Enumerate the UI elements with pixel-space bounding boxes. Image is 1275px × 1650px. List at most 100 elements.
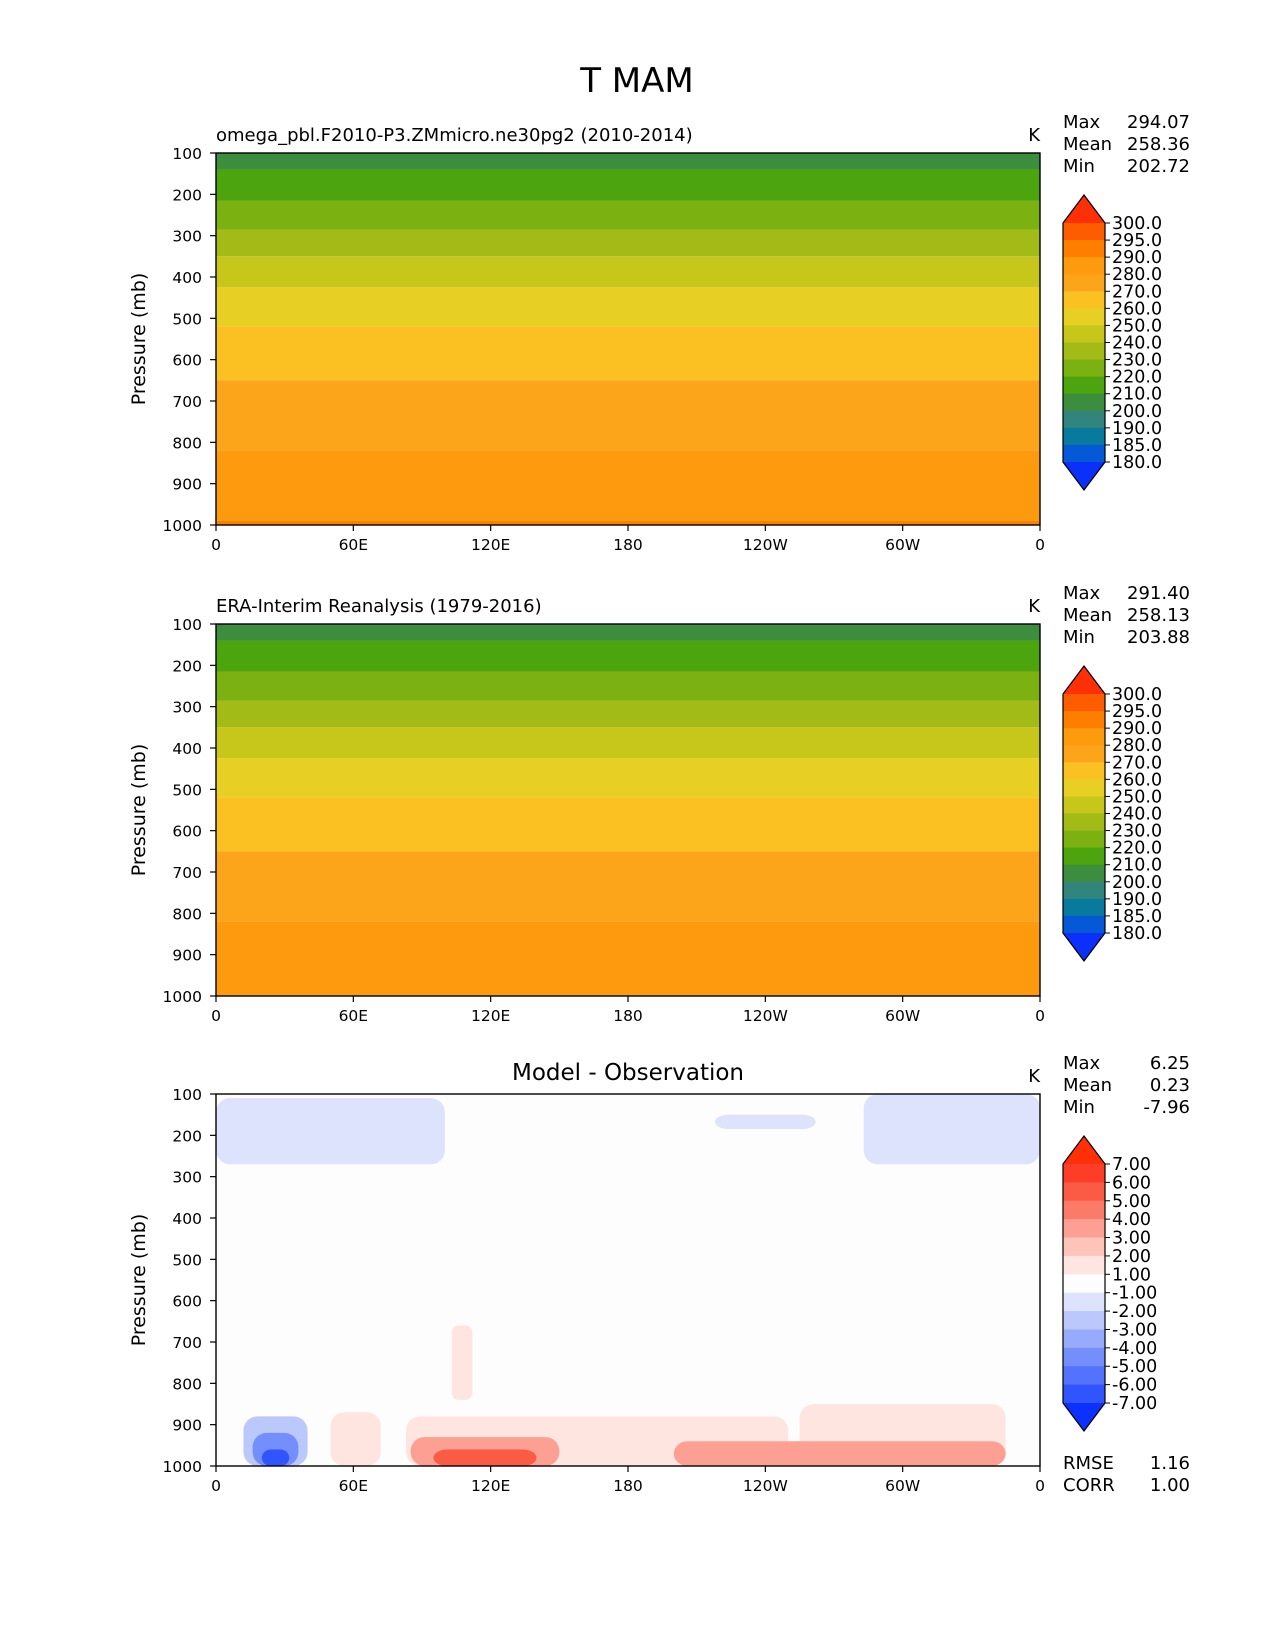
stat-label: CORR — [1063, 1475, 1115, 1496]
colorbar-cell — [1063, 359, 1105, 378]
colorbar-cell — [1063, 291, 1105, 309]
y-tick-label: 700 — [172, 864, 202, 882]
colorbar-tick-label: 220.0 — [1112, 839, 1162, 859]
x-tick-label: 120W — [743, 1477, 788, 1495]
contour-band — [216, 797, 1040, 852]
x-tick-label: 60E — [339, 536, 369, 554]
x-tick-label: 60E — [339, 1477, 369, 1495]
colorbar-tick-label: -3.00 — [1112, 1320, 1157, 1340]
colorbar-tick-label: 5.00 — [1112, 1192, 1151, 1212]
contour-band — [216, 671, 1040, 701]
x-tick-label: 120E — [471, 536, 510, 554]
contour-band — [216, 758, 1040, 798]
x-tick-label: 180 — [613, 536, 643, 554]
units-label: K — [1028, 1066, 1041, 1087]
colorbar-cell — [1063, 1237, 1105, 1257]
x-tick-label: 0 — [211, 536, 221, 554]
contour-band — [216, 700, 1040, 728]
colorbar-cell — [1063, 257, 1105, 275]
colorbar-tick-label: 200.0 — [1112, 873, 1162, 893]
stat-value: -7.96 — [1143, 1097, 1190, 1118]
contour-band — [216, 921, 1040, 996]
panel-3: Model - Observation K 100 200 300 400 500 600 70… — [128, 1053, 1190, 1496]
contour-band — [216, 169, 1040, 201]
colorbar-cell — [1063, 1182, 1105, 1202]
colorbar-tick-label: 300.0 — [1112, 685, 1162, 705]
colorbar-cell — [1063, 779, 1105, 797]
y-tick-label: 200 — [172, 1127, 202, 1145]
colorbar-cell — [1063, 462, 1105, 490]
stat-label: Max — [1063, 583, 1101, 604]
y-tick-label: 300 — [172, 699, 202, 717]
colorbar-tick-label: -6.00 — [1112, 1376, 1157, 1396]
colorbar-cell — [1063, 393, 1105, 412]
y-tick-label: 800 — [172, 1375, 202, 1393]
colorbar-cell — [1063, 308, 1105, 326]
contour-band — [216, 256, 1040, 288]
contour-band — [216, 640, 1040, 672]
colorbar-cell — [1063, 830, 1105, 849]
contour-band — [216, 287, 1040, 327]
y-tick-label: 600 — [172, 823, 202, 841]
y-tick-label: 100 — [172, 145, 202, 163]
stat-value: 1.16 — [1150, 1453, 1190, 1474]
y-tick-label: 500 — [172, 310, 202, 328]
y-tick-label: 600 — [172, 352, 202, 370]
x-tick-label: 0 — [1035, 1007, 1045, 1025]
colorbar-tick-label: 200.0 — [1112, 402, 1162, 422]
colorbar-tick-label: 180.0 — [1112, 453, 1162, 473]
stat-label: Mean — [1063, 605, 1112, 626]
y-tick-label: 800 — [172, 905, 202, 923]
figure-title: T MAM — [579, 61, 694, 101]
colorbar-cell — [1063, 881, 1105, 900]
panel-title: ERA-Interim Reanalysis (1979-2016) — [216, 596, 542, 617]
stat-value: 291.40 — [1127, 583, 1190, 604]
contour-band — [216, 200, 1040, 230]
colorbar-tick-label: 3.00 — [1112, 1229, 1151, 1249]
colorbar-cell — [1063, 694, 1105, 712]
stat-label: Max — [1063, 112, 1101, 133]
contour-band — [216, 520, 1040, 525]
contour-band — [216, 450, 1040, 521]
colorbar-cell — [1063, 1347, 1105, 1367]
contour-region — [714, 1114, 816, 1130]
colorbar-cell — [1063, 666, 1105, 694]
colorbar-cell — [1063, 325, 1105, 343]
y-tick-label: 200 — [172, 186, 202, 204]
colorbar-tick-label: 180.0 — [1112, 924, 1162, 944]
colorbar-tick-label: 250.0 — [1112, 316, 1162, 336]
contour-band — [216, 229, 1040, 257]
contour-band — [216, 727, 1040, 759]
contour-region — [451, 1325, 473, 1400]
y-tick-label: 1000 — [163, 517, 202, 535]
x-tick-label: 120W — [743, 1007, 788, 1025]
colorbar-tick-label: -7.00 — [1112, 1394, 1157, 1414]
contour-region — [330, 1412, 381, 1466]
y-tick-label: 600 — [172, 1293, 202, 1311]
colorbar-cell — [1063, 796, 1105, 814]
stat-value: 294.07 — [1127, 112, 1190, 133]
colorbar-tick-label: 260.0 — [1112, 770, 1162, 790]
stat-label: Max — [1063, 1053, 1101, 1074]
colorbar-cell — [1063, 274, 1105, 292]
contour-band — [216, 326, 1040, 381]
colorbar-tick-label: 270.0 — [1112, 753, 1162, 773]
contour-region — [673, 1441, 1006, 1466]
colorbar-tick-label: 295.0 — [1112, 702, 1162, 722]
colorbar-cell — [1063, 1384, 1105, 1404]
colorbar-cell — [1063, 240, 1105, 258]
stat-label: RMSE — [1063, 1453, 1114, 1474]
colorbar-tick-label: 1.00 — [1112, 1265, 1151, 1285]
contour-band — [216, 153, 1040, 170]
colorbar-tick-label: 4.00 — [1112, 1210, 1151, 1230]
stat-value: 258.13 — [1127, 605, 1190, 626]
colorbar-cell — [1063, 711, 1105, 729]
colorbar-cell — [1063, 1200, 1105, 1220]
stat-label: Mean — [1063, 1075, 1112, 1096]
colorbar-tick-label: 190.0 — [1112, 890, 1162, 910]
colorbar-tick-label: 300.0 — [1112, 214, 1162, 234]
colorbar-cell — [1063, 813, 1105, 831]
x-tick-label: 0 — [211, 1477, 221, 1495]
colorbar-tick-label: 2.00 — [1112, 1247, 1151, 1267]
colorbar-tick-label: 220.0 — [1112, 368, 1162, 388]
